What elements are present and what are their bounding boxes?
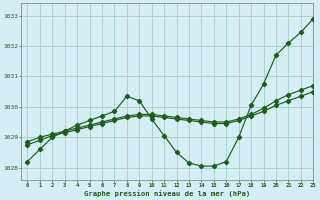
X-axis label: Graphe pression niveau de la mer (hPa): Graphe pression niveau de la mer (hPa) [84,190,250,197]
